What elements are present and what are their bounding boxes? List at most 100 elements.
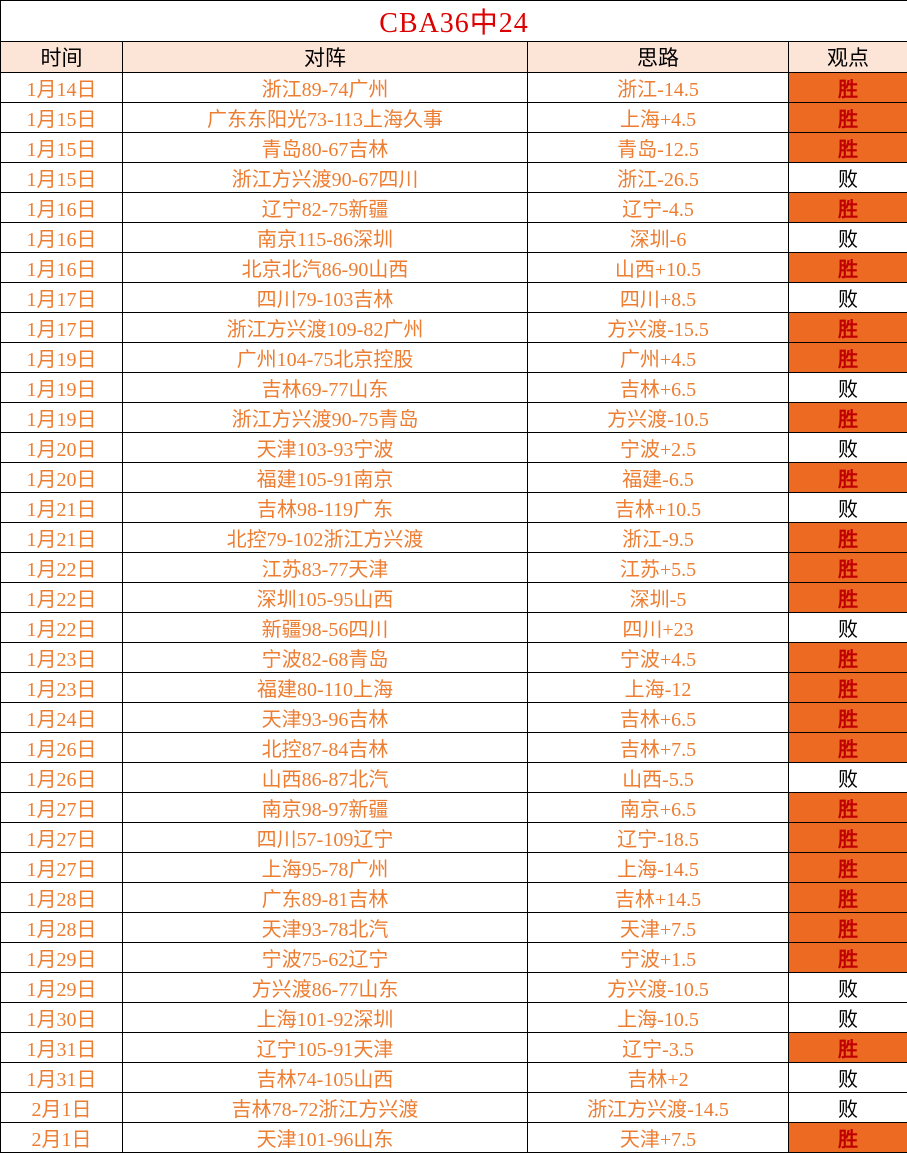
result-cell: 胜 — [789, 463, 907, 493]
date-cell: 1月16日 — [1, 223, 123, 253]
idea-cell: 浙江-26.5 — [528, 163, 789, 193]
result-cell: 胜 — [789, 313, 907, 343]
idea-cell: 上海-14.5 — [528, 853, 789, 883]
result-cell: 胜 — [789, 823, 907, 853]
result-cell: 胜 — [789, 913, 907, 943]
date-cell: 1月22日 — [1, 583, 123, 613]
result-cell: 胜 — [789, 703, 907, 733]
result-cell: 败 — [789, 433, 907, 463]
idea-cell: 宁波+1.5 — [528, 943, 789, 973]
date-cell: 1月16日 — [1, 193, 123, 223]
date-cell: 1月19日 — [1, 403, 123, 433]
date-cell: 1月16日 — [1, 253, 123, 283]
match-cell: 上海101-92深圳 — [123, 1003, 528, 1033]
idea-cell: 广州+4.5 — [528, 343, 789, 373]
result-cell: 胜 — [789, 523, 907, 553]
result-cell: 胜 — [789, 643, 907, 673]
idea-cell: 方兴渡-10.5 — [528, 403, 789, 433]
idea-cell: 上海-12 — [528, 673, 789, 703]
result-cell: 胜 — [789, 1033, 907, 1063]
result-cell: 胜 — [789, 133, 907, 163]
date-cell: 1月29日 — [1, 943, 123, 973]
result-cell: 胜 — [789, 733, 907, 763]
date-cell: 1月21日 — [1, 523, 123, 553]
match-cell: 浙江方兴渡90-67四川 — [123, 163, 528, 193]
idea-cell: 吉林+10.5 — [528, 493, 789, 523]
idea-cell: 宁波+4.5 — [528, 643, 789, 673]
result-cell: 败 — [789, 613, 907, 643]
match-cell: 四川57-109辽宁 — [123, 823, 528, 853]
result-cell: 败 — [789, 163, 907, 193]
match-cell: 青岛80-67吉林 — [123, 133, 528, 163]
date-cell: 1月23日 — [1, 673, 123, 703]
date-cell: 1月20日 — [1, 433, 123, 463]
idea-cell: 方兴渡-10.5 — [528, 973, 789, 1003]
date-cell: 1月26日 — [1, 763, 123, 793]
date-cell: 1月27日 — [1, 853, 123, 883]
date-cell: 1月15日 — [1, 163, 123, 193]
match-cell: 福建105-91南京 — [123, 463, 528, 493]
date-cell: 2月1日 — [1, 1123, 123, 1153]
idea-cell: 上海+4.5 — [528, 103, 789, 133]
date-cell: 1月28日 — [1, 883, 123, 913]
match-cell: 四川79-103吉林 — [123, 283, 528, 313]
column-header-matchup: 对阵 — [123, 42, 528, 73]
match-cell: 天津101-96山东 — [123, 1123, 528, 1153]
match-cell: 宁波75-62辽宁 — [123, 943, 528, 973]
result-cell: 胜 — [789, 193, 907, 223]
result-cell: 败 — [789, 973, 907, 1003]
result-cell: 胜 — [789, 343, 907, 373]
result-cell: 败 — [789, 223, 907, 253]
result-cell: 败 — [789, 493, 907, 523]
match-cell: 深圳105-95山西 — [123, 583, 528, 613]
result-cell: 胜 — [789, 103, 907, 133]
date-cell: 1月23日 — [1, 643, 123, 673]
date-cell: 1月22日 — [1, 553, 123, 583]
match-cell: 浙江方兴渡90-75青岛 — [123, 403, 528, 433]
idea-cell: 浙江-9.5 — [528, 523, 789, 553]
match-cell: 广东东阳光73-113上海久事 — [123, 103, 528, 133]
idea-cell: 青岛-12.5 — [528, 133, 789, 163]
idea-cell: 浙江方兴渡-14.5 — [528, 1093, 789, 1123]
idea-cell: 天津+7.5 — [528, 1123, 789, 1153]
match-cell: 北京北汽86-90山西 — [123, 253, 528, 283]
idea-cell: 深圳-6 — [528, 223, 789, 253]
match-cell: 方兴渡86-77山东 — [123, 973, 528, 1003]
result-cell: 胜 — [789, 403, 907, 433]
idea-cell: 吉林+6.5 — [528, 703, 789, 733]
date-cell: 1月29日 — [1, 973, 123, 1003]
date-cell: 1月27日 — [1, 793, 123, 823]
match-cell: 辽宁105-91天津 — [123, 1033, 528, 1063]
date-cell: 1月15日 — [1, 133, 123, 163]
date-cell: 1月21日 — [1, 493, 123, 523]
match-cell: 浙江方兴渡109-82广州 — [123, 313, 528, 343]
match-cell: 天津93-96吉林 — [123, 703, 528, 733]
result-cell: 败 — [789, 373, 907, 403]
date-cell: 1月31日 — [1, 1033, 123, 1063]
date-cell: 1月26日 — [1, 733, 123, 763]
idea-cell: 山西+10.5 — [528, 253, 789, 283]
match-cell: 北控87-84吉林 — [123, 733, 528, 763]
match-cell: 南京115-86深圳 — [123, 223, 528, 253]
